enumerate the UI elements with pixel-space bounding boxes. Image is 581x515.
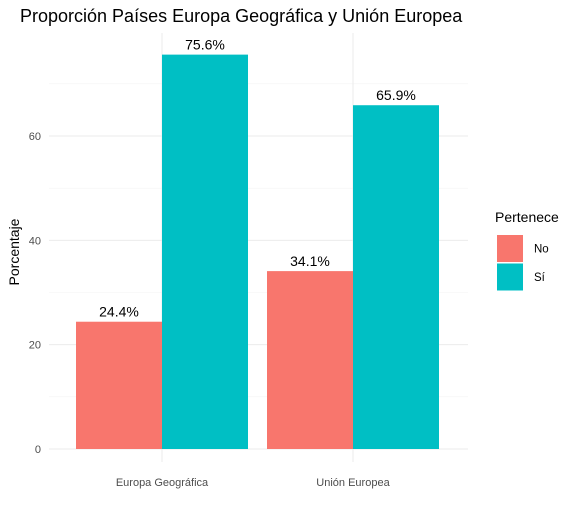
bar-si-europa-geografica	[162, 54, 248, 450]
data-label-si-europa-geografica: 75.6%	[185, 37, 225, 53]
y-tick-label: 20	[29, 340, 41, 352]
legend-label-si: Sí	[534, 272, 546, 284]
legend: Pertenece No Sí	[495, 209, 559, 291]
bar-si-union-europea	[353, 105, 439, 449]
data-labels: 24.4% 75.6% 34.1% 65.9%	[99, 37, 416, 320]
y-tick-label: 40	[29, 235, 41, 247]
data-label-si-union-europea: 65.9%	[376, 87, 416, 103]
legend-key-no	[497, 235, 523, 262]
chart-title: Proporción Países Europa Geográfica y Un…	[20, 6, 463, 26]
legend-label-no: No	[534, 244, 549, 256]
y-tick-label: 60	[29, 131, 41, 143]
bars	[76, 54, 439, 450]
y-axis-ticks: 0 20 40 60	[29, 131, 41, 456]
x-axis-ticks: Europa Geográfica Unión Europea	[116, 477, 391, 489]
bar-no-union-europea	[267, 271, 353, 449]
x-tick-label-europa-geografica: Europa Geográfica	[116, 477, 209, 489]
y-tick-label: 0	[35, 444, 41, 456]
bar-no-europa-geografica	[76, 321, 162, 449]
y-axis-label: Porcentaje	[6, 218, 22, 285]
x-tick-label-union-europea: Unión Europea	[316, 477, 390, 489]
legend-key-si	[497, 263, 523, 291]
data-label-no-europa-geografica: 24.4%	[99, 304, 139, 320]
legend-title: Pertenece	[495, 209, 559, 225]
data-label-no-union-europea: 34.1%	[290, 253, 330, 269]
